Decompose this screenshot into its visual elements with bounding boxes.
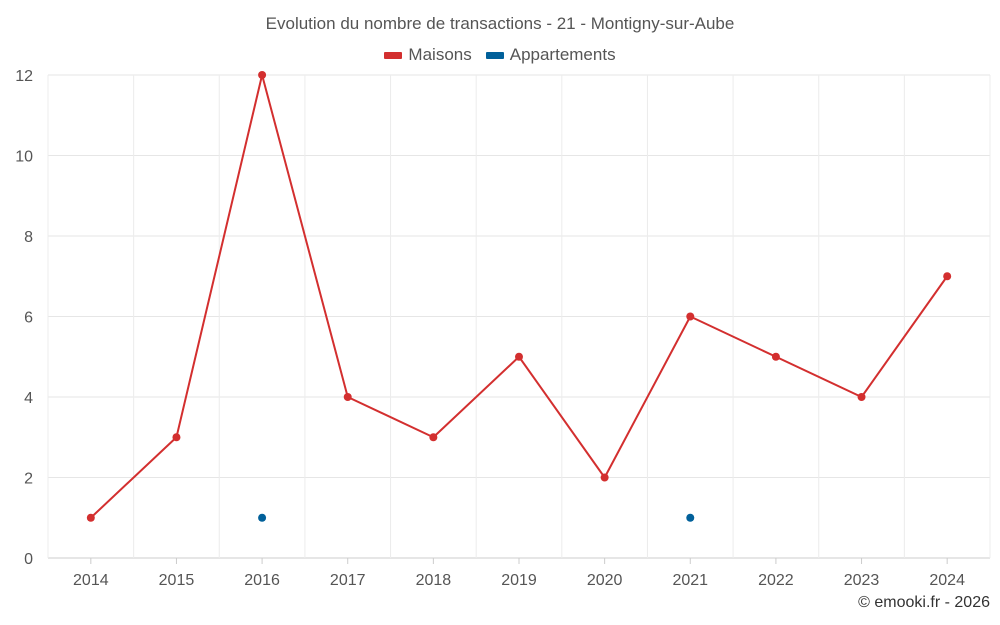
x-tick-label: 2024: [929, 572, 965, 589]
x-tick-label: 2022: [758, 572, 794, 589]
legend-item-appartements[interactable]: Appartements: [485, 45, 616, 65]
chart-legend: Maisons Appartements: [0, 45, 1000, 65]
data-point-maisons: [857, 393, 866, 401]
legend-label-appartements: Appartements: [509, 45, 616, 64]
x-tick-label: 2023: [844, 572, 880, 589]
data-point-maisons: [172, 433, 181, 442]
data-point-maisons: [258, 71, 267, 79]
y-tick-label: 8: [24, 229, 33, 246]
y-tick-label: 2: [24, 471, 33, 488]
legend-label-maisons: Maisons: [408, 45, 472, 64]
credit-text: © emooki.fr - 2026: [858, 594, 990, 611]
y-tick-label: 0: [24, 551, 33, 568]
x-tick-label: 2018: [416, 572, 452, 589]
x-tick-label: 2021: [672, 572, 708, 589]
data-point-maisons: [343, 393, 352, 401]
y-tick-label: 10: [15, 149, 33, 166]
data-point-appartements: [258, 513, 267, 522]
legend-item-maisons[interactable]: Maisons: [384, 45, 472, 65]
legend-swatch-appartements: [485, 51, 504, 59]
x-tick-label: 2016: [244, 572, 280, 589]
data-point-maisons: [686, 312, 695, 321]
y-tick-label: 12: [15, 68, 33, 85]
y-tick-label: 4: [24, 390, 33, 407]
x-tick-label: 2014: [73, 572, 109, 589]
x-tick-label: 2017: [330, 572, 366, 589]
x-tick-label: 2019: [501, 572, 537, 589]
x-tick-label: 2015: [159, 572, 195, 589]
data-point-appartements: [686, 513, 695, 522]
chart-title: Evolution du nombre de transactions - 21…: [265, 14, 735, 33]
y-tick-label: 6: [24, 310, 33, 327]
data-point-maisons: [943, 272, 952, 281]
data-point-maisons: [429, 433, 438, 442]
data-point-maisons: [515, 352, 523, 361]
x-tick-label: 2020: [587, 572, 623, 589]
legend-swatch-maisons: [384, 51, 403, 59]
data-point-maisons: [86, 513, 95, 522]
data-point-maisons: [771, 352, 780, 361]
data-point-maisons: [600, 473, 609, 482]
